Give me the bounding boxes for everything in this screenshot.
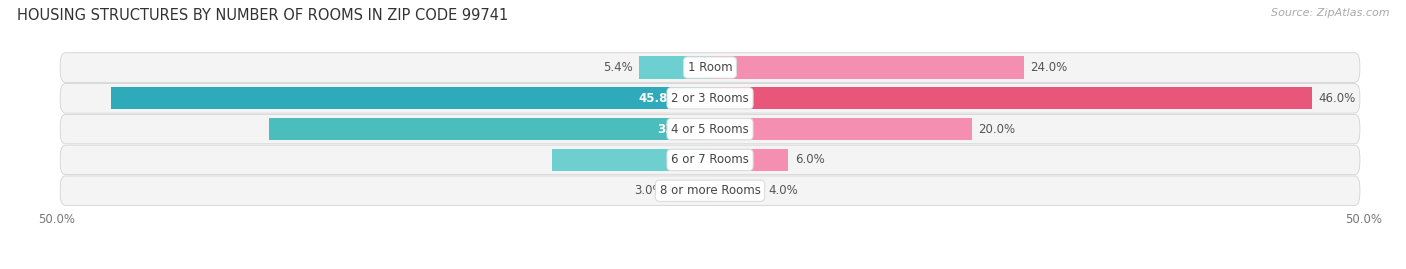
Text: 6.0%: 6.0% [794, 153, 825, 167]
Text: 3.0%: 3.0% [634, 184, 664, 197]
Text: 45.8%: 45.8% [638, 92, 679, 105]
FancyBboxPatch shape [60, 53, 1360, 82]
Bar [270, 118, 710, 140]
Bar [710, 87, 1312, 109]
Bar [710, 149, 789, 171]
Text: 12.1%: 12.1% [690, 153, 731, 167]
Text: 24.0%: 24.0% [1031, 61, 1067, 74]
Text: 6 or 7 Rooms: 6 or 7 Rooms [671, 153, 749, 167]
Text: 20.0%: 20.0% [979, 123, 1015, 136]
Bar [710, 118, 972, 140]
Text: 2 or 3 Rooms: 2 or 3 Rooms [671, 92, 749, 105]
Text: Source: ZipAtlas.com: Source: ZipAtlas.com [1271, 8, 1389, 18]
Bar [710, 180, 762, 202]
Bar [710, 56, 1024, 79]
Text: 4 or 5 Rooms: 4 or 5 Rooms [671, 123, 749, 136]
FancyBboxPatch shape [60, 114, 1360, 144]
Text: HOUSING STRUCTURES BY NUMBER OF ROOMS IN ZIP CODE 99741: HOUSING STRUCTURES BY NUMBER OF ROOMS IN… [17, 8, 508, 23]
Bar [111, 87, 710, 109]
FancyBboxPatch shape [60, 84, 1360, 113]
FancyBboxPatch shape [60, 145, 1360, 175]
Bar [671, 180, 710, 202]
Bar [640, 56, 710, 79]
Text: 8 or more Rooms: 8 or more Rooms [659, 184, 761, 197]
Text: 4.0%: 4.0% [769, 184, 799, 197]
Text: 5.4%: 5.4% [603, 61, 633, 74]
Bar [551, 149, 710, 171]
FancyBboxPatch shape [60, 176, 1360, 206]
Text: 33.7%: 33.7% [657, 123, 697, 136]
Text: 46.0%: 46.0% [1317, 92, 1355, 105]
Text: 1 Room: 1 Room [688, 61, 733, 74]
